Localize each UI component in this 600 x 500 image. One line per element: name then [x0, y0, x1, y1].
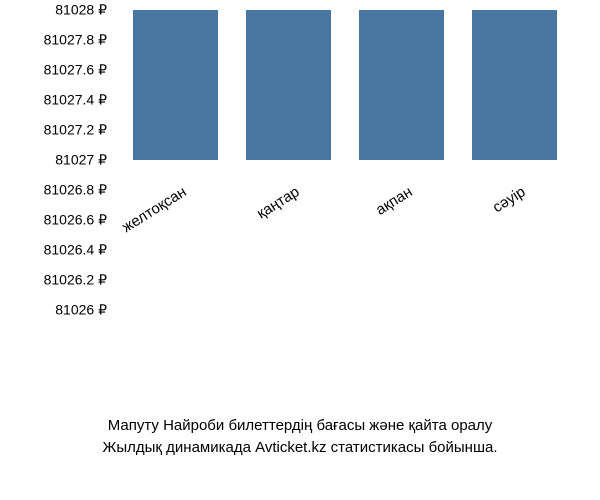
- bar: [359, 10, 444, 160]
- y-tick: 81027.4 ₽: [44, 92, 107, 109]
- x-axis-label: қаңтар: [200, 183, 302, 256]
- y-tick: 81027.6 ₽: [44, 62, 107, 79]
- bar: [133, 10, 218, 160]
- y-tick: 81027.8 ₽: [44, 32, 107, 49]
- y-tick: 81026.2 ₽: [44, 272, 107, 289]
- y-tick: 81026.6 ₽: [44, 212, 107, 229]
- y-tick: 81026.8 ₽: [44, 182, 107, 199]
- caption-line-2: Жылдық динамикада Avticket.kz статистика…: [0, 437, 600, 459]
- y-tick: 81027 ₽: [55, 152, 107, 169]
- caption-line-1: Мапуту Найроби билеттердің бағасы және қ…: [0, 415, 600, 437]
- plot-area: желтоқсан қаңтар ақпан сәуір: [115, 10, 585, 310]
- y-tick: 81028 ₽: [55, 2, 107, 19]
- bar: [246, 10, 331, 160]
- x-axis-label: ақпан: [313, 183, 415, 256]
- y-tick: 81027.2 ₽: [44, 122, 107, 139]
- x-axis-label: сәуір: [426, 183, 528, 256]
- y-tick: 81026 ₽: [55, 302, 107, 319]
- bar: [472, 10, 557, 160]
- chart-caption: Мапуту Найроби билеттердің бағасы және қ…: [0, 415, 600, 459]
